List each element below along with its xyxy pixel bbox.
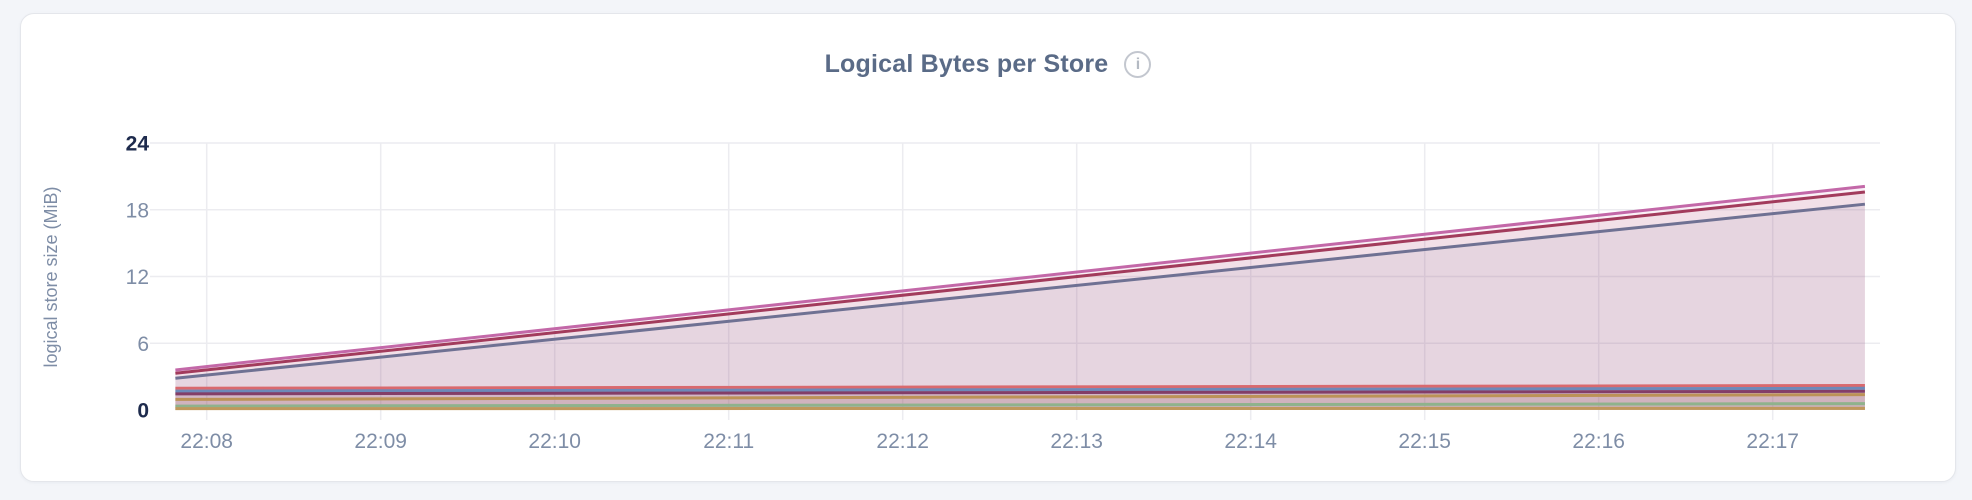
x-tick-label: 22:16 — [1572, 430, 1625, 453]
chart-header: Logical Bytes per Store i — [21, 50, 1955, 79]
store-line-8[interactable] — [175, 402, 1865, 408]
store-line-6[interactable] — [175, 389, 1865, 396]
x-tick-label: 22:08 — [180, 430, 233, 453]
store-line-5[interactable] — [175, 386, 1865, 393]
info-icon[interactable]: i — [1124, 51, 1152, 78]
x-tick-label: 22:13 — [1050, 430, 1103, 453]
chart-title: Logical Bytes per Store — [824, 50, 1109, 78]
y-tick-label: 12 — [126, 266, 149, 289]
store-line-2[interactable] — [175, 190, 1866, 375]
x-tick-label: 22:12 — [876, 430, 929, 453]
store-line-1-area — [175, 186, 1865, 410]
store-line-1[interactable] — [175, 184, 1866, 372]
x-tick-label: 22:15 — [1398, 430, 1451, 453]
y-tick-label: 6 — [137, 333, 149, 356]
x-tick-label: 22:09 — [354, 430, 407, 453]
y-tick-label: 18 — [126, 199, 149, 222]
store-line-4[interactable] — [175, 384, 1865, 390]
x-tick-label: 22:14 — [1224, 430, 1277, 453]
store-line-3-area — [175, 204, 1865, 410]
x-tick-label: 22:10 — [528, 430, 581, 453]
x-tick-label: 22:17 — [1746, 430, 1799, 453]
x-tick-label: 22:11 — [703, 430, 754, 453]
y-axis-title: logical store size (MiB) — [41, 186, 61, 367]
y-tick-label: 24 — [126, 133, 150, 156]
y-tick-label: 0 — [137, 400, 149, 423]
store-line-7[interactable] — [175, 393, 1865, 401]
store-line-3[interactable] — [175, 202, 1866, 380]
